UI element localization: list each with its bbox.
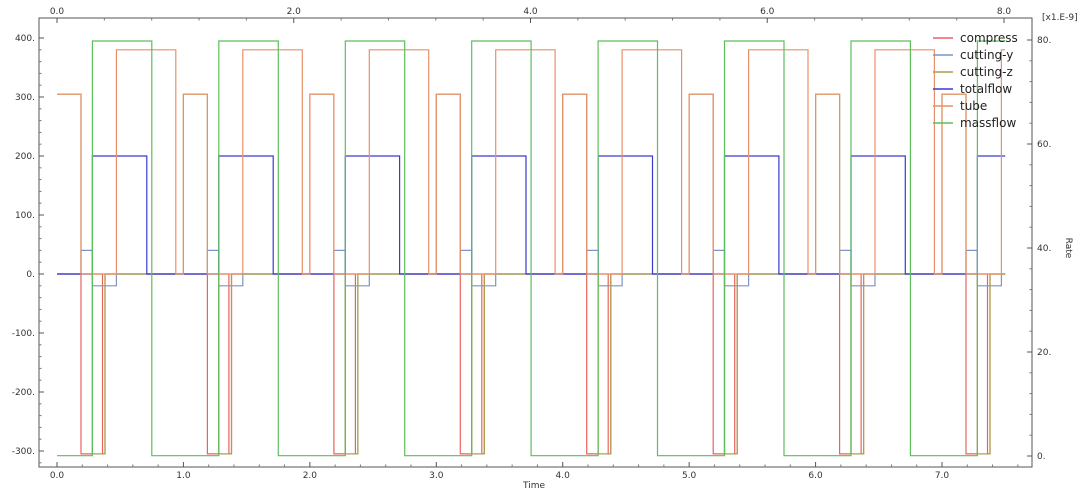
y-tick-label: 200. xyxy=(15,152,35,162)
legend-label-cutting-z: cutting-z xyxy=(960,65,1013,79)
y-tick-label: 0. xyxy=(26,270,35,280)
right-tick-label: 60. xyxy=(1037,140,1051,150)
y-tick-label: 100. xyxy=(15,211,35,221)
right-tick-label: 20. xyxy=(1037,348,1051,358)
right-tick-label: 80. xyxy=(1037,36,1051,46)
series-tube-line xyxy=(57,49,1006,275)
legend-label-cutting-y: cutting-y xyxy=(960,48,1013,62)
y-axis-right-title: Rate xyxy=(1063,238,1073,259)
y-tick-label: 400. xyxy=(15,34,35,44)
x-tick-label: 5.0 xyxy=(682,471,697,481)
top-tick-label: 6.0 xyxy=(760,7,775,17)
y-tick-label: -100. xyxy=(12,329,35,339)
series-massflow-line xyxy=(57,40,1006,457)
legend-label-massflow: massflow xyxy=(960,116,1016,130)
x-tick-label: 7.0 xyxy=(935,471,950,481)
top-tick-label: 2.0 xyxy=(287,7,302,17)
x-tick-label: 4.0 xyxy=(556,471,571,481)
x-tick-label: 2.0 xyxy=(303,471,318,481)
plot-frame xyxy=(38,17,1033,468)
top-tick-label: 8.0 xyxy=(997,7,1012,17)
legend-label-compress: compress xyxy=(960,31,1018,45)
x-tick-label: 1.0 xyxy=(176,471,191,481)
x-tick-label: 3.0 xyxy=(429,471,444,481)
legend-label-tube: tube xyxy=(960,99,987,113)
x-axis-title: Time xyxy=(522,481,545,491)
top-tick-label: 4.0 xyxy=(523,7,538,17)
chart-series xyxy=(57,40,1006,457)
right-tick-label: 40. xyxy=(1037,244,1051,254)
y-tick-label: 300. xyxy=(15,93,35,103)
x-tick-label: 6.0 xyxy=(808,471,823,481)
chart-legend: compress cutting-y cutting-z totalflow tube m… xyxy=(933,31,1018,130)
y-tick-label: -300. xyxy=(12,447,35,457)
y-tick-label: -200. xyxy=(12,388,35,398)
chart-axes: 0.0 1.0 2.0 3.0 4.0 5.0 6.0 7.0 0.0 2.0 4.0 6.0 8.0 4… xyxy=(12,7,1052,481)
x-tick-label: 0.0 xyxy=(50,471,65,481)
legend-label-totalflow: totalflow xyxy=(960,82,1012,96)
top-tick-label: 0.0 xyxy=(50,7,65,17)
right-exponent-label: [x1.E-9] xyxy=(1042,13,1078,23)
right-tick-label: 0. xyxy=(1037,452,1046,462)
